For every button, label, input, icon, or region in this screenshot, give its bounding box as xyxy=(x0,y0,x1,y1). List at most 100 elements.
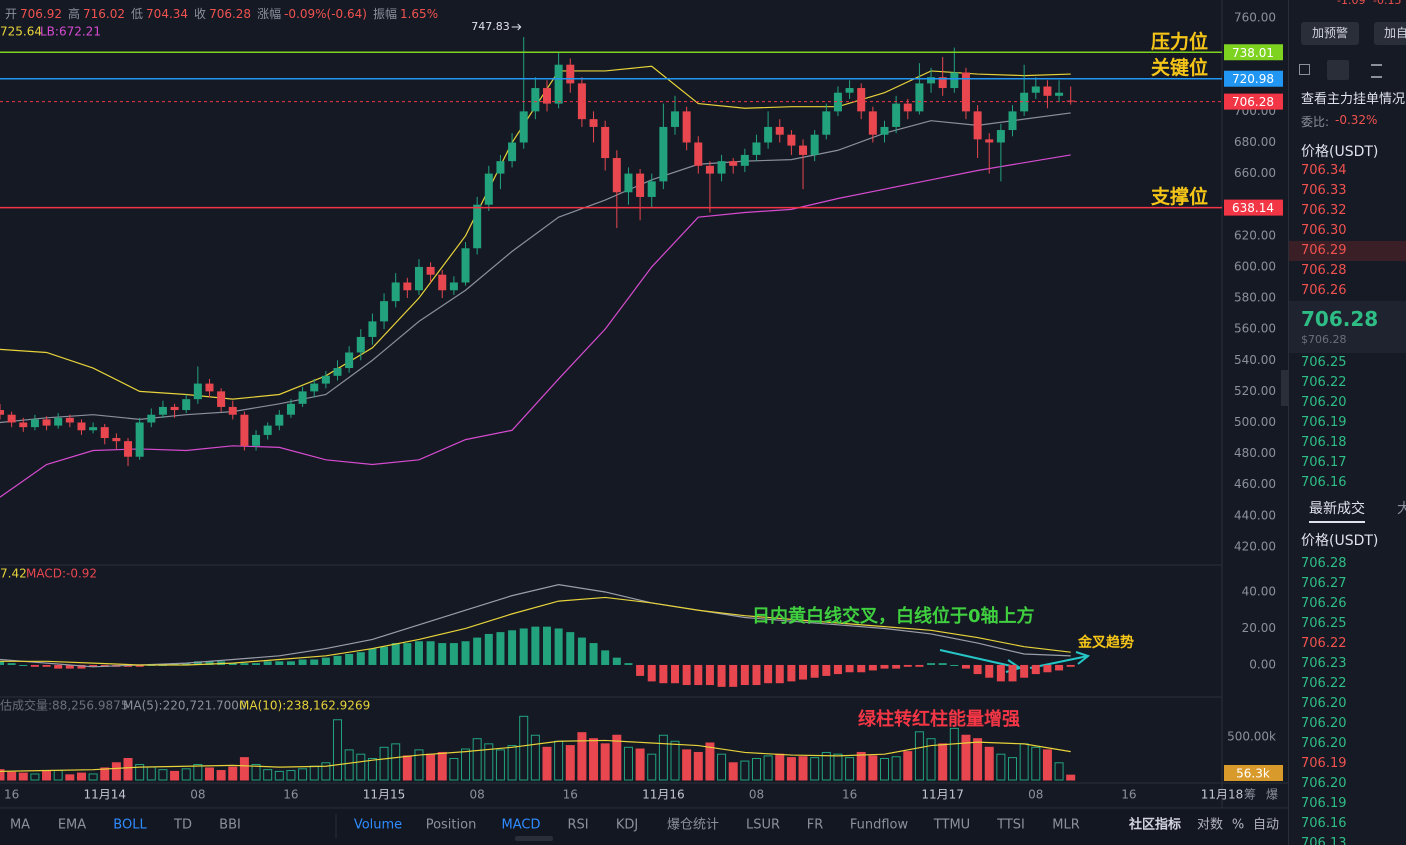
candle-body xyxy=(438,274,447,291)
volume-bar xyxy=(891,756,901,781)
volume-bar xyxy=(402,755,412,781)
volume-bar xyxy=(274,770,284,781)
candle-body xyxy=(193,383,202,400)
candle-body xyxy=(612,158,621,193)
toolbar-tab[interactable]: MLR xyxy=(1052,818,1080,833)
price-header: 价格(USDT) xyxy=(1301,144,1379,160)
toolbar-tab[interactable]: BBI xyxy=(219,818,241,833)
toolbar-tab[interactable]: TTSI xyxy=(996,818,1025,833)
macd-bar xyxy=(833,664,842,675)
x-tick-label: 16 xyxy=(1121,788,1136,802)
candle-body xyxy=(7,414,16,423)
macd-header: 7.42 xyxy=(0,567,27,581)
volume-bar xyxy=(321,762,331,781)
macd-bar xyxy=(671,664,680,684)
volume-bar xyxy=(903,751,913,781)
candle-body xyxy=(170,406,179,411)
candle-body xyxy=(298,391,307,404)
toolbar-tab[interactable]: % xyxy=(1232,818,1244,833)
volume-header: 估成交量:88,256.9875 xyxy=(0,698,128,713)
toolbar-tab[interactable]: MACD xyxy=(502,818,541,833)
toolbar-tab[interactable]: EMA xyxy=(58,818,86,833)
toolbar-tab[interactable]: MA xyxy=(10,818,30,833)
candle-body xyxy=(380,301,389,322)
view-icon[interactable] xyxy=(1327,60,1349,80)
toolbar-tab[interactable]: Fundflow xyxy=(850,818,909,833)
macd-bar xyxy=(368,648,377,665)
volume-bar xyxy=(391,743,401,781)
macd-bar xyxy=(508,630,517,665)
toolbar-tab[interactable]: 爆仓统计 xyxy=(667,818,719,833)
alert-button[interactable]: 加预警 xyxy=(1301,22,1359,45)
y-tick-label: 540.00 xyxy=(1234,353,1276,367)
candle-body xyxy=(542,88,551,104)
toolbar-tab[interactable]: 社区指标 xyxy=(1128,817,1181,833)
volume-bar xyxy=(263,769,273,781)
macd-bar xyxy=(438,643,447,665)
trades-tab[interactable]: 最新成交 xyxy=(1309,498,1365,523)
chart-area: 760.00700.00680.00660.00620.00600.00580.… xyxy=(0,0,1288,841)
alert-button[interactable]: 加自 xyxy=(1374,22,1406,45)
toolbar-tab[interactable]: TD xyxy=(173,818,192,833)
toolbar-tab[interactable]: KDJ xyxy=(616,818,638,833)
candle-body xyxy=(519,111,528,143)
candle-body xyxy=(240,414,249,446)
toolbar-tab[interactable]: 对数 xyxy=(1197,818,1223,833)
ask-price: 706.32 xyxy=(1301,203,1347,218)
volume-bar xyxy=(158,769,168,781)
candle-body xyxy=(89,427,98,431)
collapse-handle[interactable] xyxy=(1281,370,1288,406)
macd-bar xyxy=(845,664,854,673)
candle-body xyxy=(717,161,726,174)
macd-bar xyxy=(228,663,237,665)
indicator-line xyxy=(0,739,1071,772)
candle-body xyxy=(601,126,610,159)
orders-link[interactable]: 查看主力挂单情况 xyxy=(1301,92,1406,107)
volume-bar xyxy=(76,772,86,781)
ratio-value: -0.32% xyxy=(1335,113,1378,127)
candle-body xyxy=(787,134,796,146)
volume-bar xyxy=(1031,746,1041,781)
toolbar-tab[interactable]: FR xyxy=(807,818,824,833)
toolbar-tab[interactable]: Volume xyxy=(354,818,402,833)
toolbar-tab[interactable]: RSI xyxy=(567,818,588,833)
candle-body xyxy=(112,438,121,442)
trade-price: 706.19 xyxy=(1301,796,1347,811)
ohlc-info: 开 706.92 高 716.02 低 704.34 收 706.28 涨幅 -0.09%(-0.… xyxy=(5,6,438,21)
volume-bar xyxy=(740,760,750,781)
volume-bar xyxy=(228,766,238,781)
volume-bar xyxy=(728,762,738,781)
macd-bar xyxy=(42,664,51,667)
volume-bar xyxy=(426,753,436,781)
trades-tab[interactable]: 大 xyxy=(1397,498,1406,518)
macd-bar xyxy=(624,663,633,665)
candle-body xyxy=(42,419,51,426)
volume-bar xyxy=(30,773,40,781)
toolbar-tab[interactable]: Position xyxy=(426,818,477,833)
volume-bar xyxy=(589,738,599,781)
toolbar-tab[interactable]: 自动 xyxy=(1253,818,1279,833)
macd-bar xyxy=(275,661,284,665)
boll-value: LB:672.21 xyxy=(40,25,101,39)
macd-bar xyxy=(915,664,924,667)
candle-body xyxy=(484,173,493,205)
volume-bar xyxy=(495,749,505,781)
info-label: 收 xyxy=(194,7,206,21)
macd-bar xyxy=(1008,664,1017,682)
macd-bar xyxy=(449,643,458,665)
toolbar-tab[interactable]: LSUR xyxy=(746,818,780,833)
toolbar-tab[interactable]: TTMU xyxy=(933,818,970,833)
macd-bar xyxy=(1043,664,1052,673)
current-price-tag: 706.28 xyxy=(1232,95,1274,109)
x-tick-label: 08 xyxy=(749,788,764,802)
volume-bar xyxy=(193,764,203,781)
view-icon[interactable] xyxy=(1371,64,1382,78)
ask-price: 706.29 xyxy=(1301,243,1347,258)
macd-bar xyxy=(89,664,98,667)
view-icon[interactable] xyxy=(1299,64,1310,75)
macd-bar xyxy=(403,643,412,665)
y-tick-label: 440.00 xyxy=(1234,508,1276,522)
toolbar-tab[interactable]: BOLL xyxy=(113,818,147,833)
y-tick-label: 520.00 xyxy=(1234,384,1276,398)
level-tag: 720.98 xyxy=(1232,72,1274,86)
